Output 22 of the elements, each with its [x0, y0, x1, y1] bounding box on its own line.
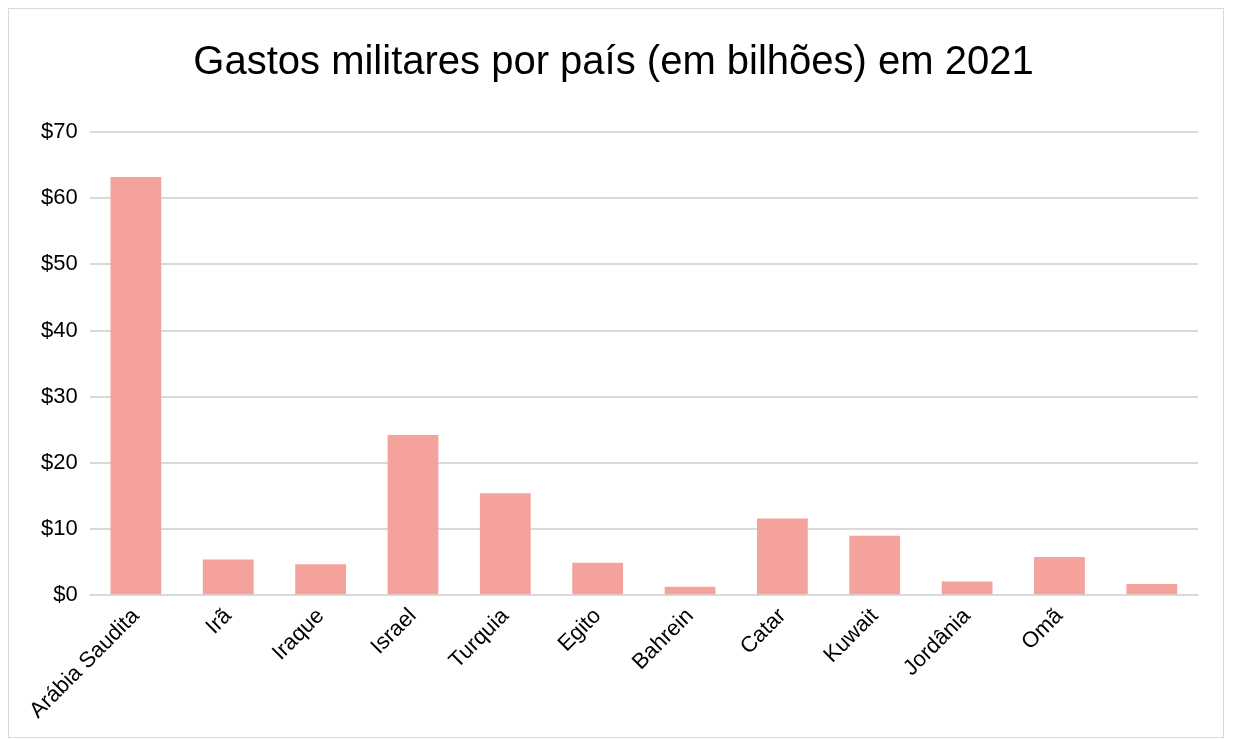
bar	[941, 581, 993, 595]
bar	[387, 435, 439, 595]
bar	[664, 586, 716, 595]
y-tick-label: $0	[53, 581, 78, 607]
y-tick-label: $10	[40, 515, 78, 541]
bar	[110, 177, 162, 595]
y-tick-label: $30	[40, 382, 78, 408]
y-tick-label: $60	[40, 184, 78, 210]
bar	[849, 535, 901, 595]
bar	[202, 559, 254, 595]
y-tick-label: $50	[40, 250, 78, 276]
y-tick-label: $20	[40, 448, 78, 474]
y-tick-label: $40	[40, 316, 78, 342]
y-tick-label: $70	[40, 118, 78, 144]
bar	[1126, 584, 1178, 595]
bar	[295, 564, 346, 595]
bar	[756, 518, 808, 595]
bar	[572, 562, 624, 595]
bar	[479, 493, 531, 595]
bar	[1034, 556, 1085, 595]
chart-title: Gastos militares por país (em bilhões) em 2021	[193, 38, 1034, 83]
x-tick-label: Irã	[200, 602, 237, 639]
